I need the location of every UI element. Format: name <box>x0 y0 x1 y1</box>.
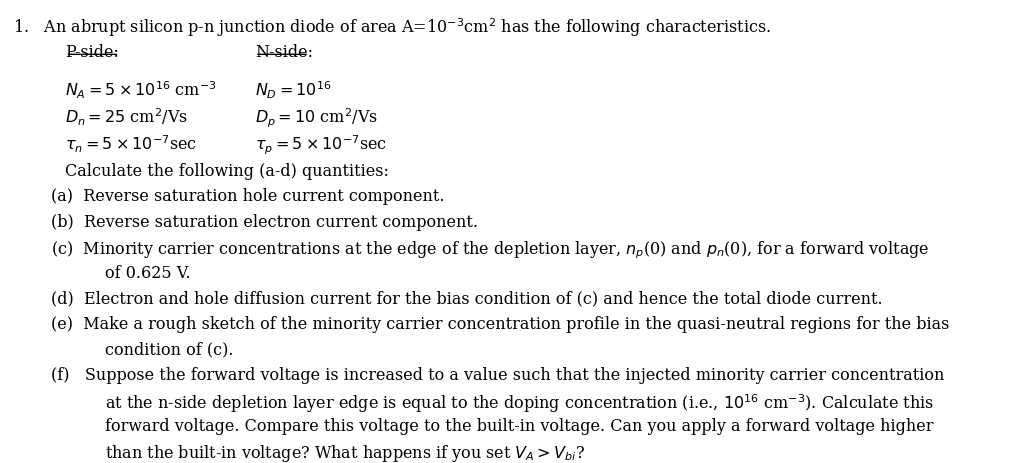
Text: $N_A = 5\times10^{16}$ cm$^{-3}$: $N_A = 5\times10^{16}$ cm$^{-3}$ <box>66 80 217 101</box>
Text: than the built-in voltage? What happens if you set $V_A > V_{bi}$?: than the built-in voltage? What happens … <box>105 443 586 463</box>
Text: $\tau_n = 5\times10^{-7}$sec: $\tau_n = 5\times10^{-7}$sec <box>66 133 198 155</box>
Text: 1.   An abrupt silicon p-n junction diode of area A=10$^{-3}$cm$^2$ has the foll: 1. An abrupt silicon p-n junction diode … <box>13 16 771 38</box>
Text: condition of (c).: condition of (c). <box>105 341 233 357</box>
Text: $D_p = 10$ cm$^2$/Vs: $D_p = 10$ cm$^2$/Vs <box>255 106 378 130</box>
Text: (b)  Reverse saturation electron current component.: (b) Reverse saturation electron current … <box>50 213 477 230</box>
Text: (f)   Suppose the forward voltage is increased to a value such that the injected: (f) Suppose the forward voltage is incre… <box>50 366 944 383</box>
Text: $N_D = 10^{16}$: $N_D = 10^{16}$ <box>255 80 332 101</box>
Text: at the n-side depletion layer edge is equal to the doping concentration (i.e., $: at the n-side depletion layer edge is eq… <box>105 392 935 414</box>
Text: (d)  Electron and hole diffusion current for the bias condition of (c) and hence: (d) Electron and hole diffusion current … <box>50 290 883 307</box>
Text: $\tau_p = 5\times10^{-7}$sec: $\tau_p = 5\times10^{-7}$sec <box>255 133 387 156</box>
Text: N-side:: N-side: <box>255 44 313 61</box>
Text: P-side:: P-side: <box>66 44 119 61</box>
Text: Calculate the following (a-d) quantities:: Calculate the following (a-d) quantities… <box>66 163 389 179</box>
Text: $D_n = 25$ cm$^2$/Vs: $D_n = 25$ cm$^2$/Vs <box>66 106 188 128</box>
Text: forward voltage. Compare this voltage to the built-in voltage. Can you apply a f: forward voltage. Compare this voltage to… <box>105 417 934 434</box>
Text: (c)  Minority carrier concentrations at the edge of the depletion layer, $n_p$(0: (c) Minority carrier concentrations at t… <box>50 239 929 260</box>
Text: of 0.625 V.: of 0.625 V. <box>105 264 191 281</box>
Text: (a)  Reverse saturation hole current component.: (a) Reverse saturation hole current comp… <box>50 188 444 205</box>
Text: (e)  Make a rough sketch of the minority carrier concentration profile in the qu: (e) Make a rough sketch of the minority … <box>50 315 949 332</box>
